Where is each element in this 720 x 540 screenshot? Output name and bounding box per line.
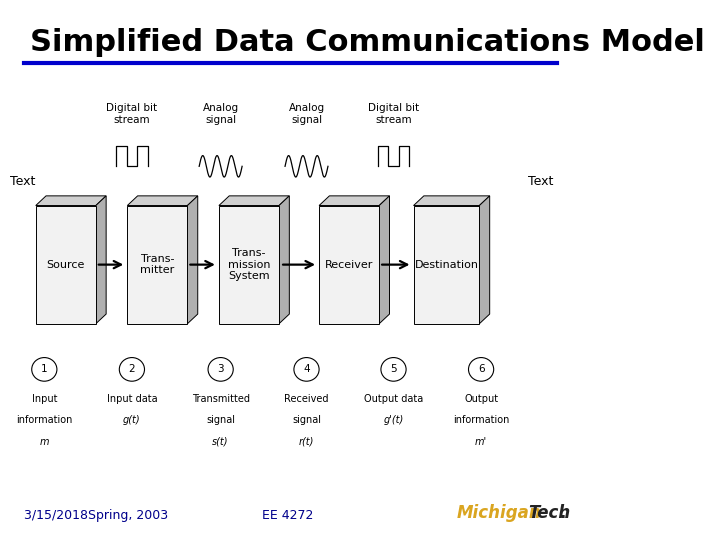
Text: Tech: Tech [528, 504, 570, 523]
Text: Trans-
mission
System: Trans- mission System [228, 248, 270, 281]
Polygon shape [480, 196, 490, 323]
Text: signal: signal [206, 415, 235, 425]
Text: Transmitted: Transmitted [192, 394, 250, 403]
Polygon shape [187, 196, 198, 323]
Text: 5: 5 [390, 364, 397, 374]
Text: g'(t): g'(t) [383, 415, 404, 425]
Text: Output data: Output data [364, 394, 423, 403]
Text: Destination: Destination [415, 260, 479, 269]
Text: 4: 4 [303, 364, 310, 374]
Text: Text: Text [528, 175, 554, 188]
Text: Output: Output [464, 394, 498, 403]
Text: Analog
signal: Analog signal [289, 103, 325, 125]
Text: 3: 3 [217, 364, 224, 374]
Text: Source: Source [47, 260, 85, 269]
Text: signal: signal [292, 415, 321, 425]
Text: Michigan: Michigan [456, 504, 541, 523]
Text: m': m' [475, 436, 487, 447]
Polygon shape [379, 196, 390, 323]
Polygon shape [319, 196, 390, 206]
Polygon shape [96, 196, 106, 323]
Polygon shape [36, 196, 106, 206]
Text: Digital bit
stream: Digital bit stream [368, 103, 419, 125]
FancyBboxPatch shape [319, 206, 379, 323]
FancyBboxPatch shape [127, 206, 187, 323]
Text: Trans-
mitter: Trans- mitter [140, 254, 174, 275]
FancyBboxPatch shape [219, 206, 279, 323]
Text: Analog
signal: Analog signal [202, 103, 239, 125]
Text: Digital bit
stream: Digital bit stream [107, 103, 158, 125]
Text: 6: 6 [478, 364, 485, 374]
Text: 2: 2 [129, 364, 135, 374]
Text: m: m [40, 436, 49, 447]
Text: information: information [453, 415, 509, 425]
Polygon shape [279, 196, 289, 323]
Polygon shape [413, 196, 490, 206]
Text: 1: 1 [41, 364, 48, 374]
Text: information: information [16, 415, 73, 425]
Text: EE 4272: EE 4272 [262, 510, 313, 523]
Text: s(t): s(t) [212, 436, 229, 447]
Text: Simplified Data Communications Model: Simplified Data Communications Model [30, 28, 705, 57]
Text: r(t): r(t) [299, 436, 314, 447]
Text: 3/15/2018Spring, 2003: 3/15/2018Spring, 2003 [24, 510, 168, 523]
Text: Text: Text [10, 175, 35, 188]
FancyBboxPatch shape [413, 206, 480, 323]
Text: Receiver: Receiver [325, 260, 374, 269]
Polygon shape [219, 196, 289, 206]
Text: Input: Input [32, 394, 57, 403]
Text: .: . [559, 504, 566, 523]
Text: g(t): g(t) [123, 415, 140, 425]
FancyBboxPatch shape [36, 206, 96, 323]
Text: Received: Received [284, 394, 329, 403]
Polygon shape [127, 196, 198, 206]
Text: Input data: Input data [107, 394, 157, 403]
